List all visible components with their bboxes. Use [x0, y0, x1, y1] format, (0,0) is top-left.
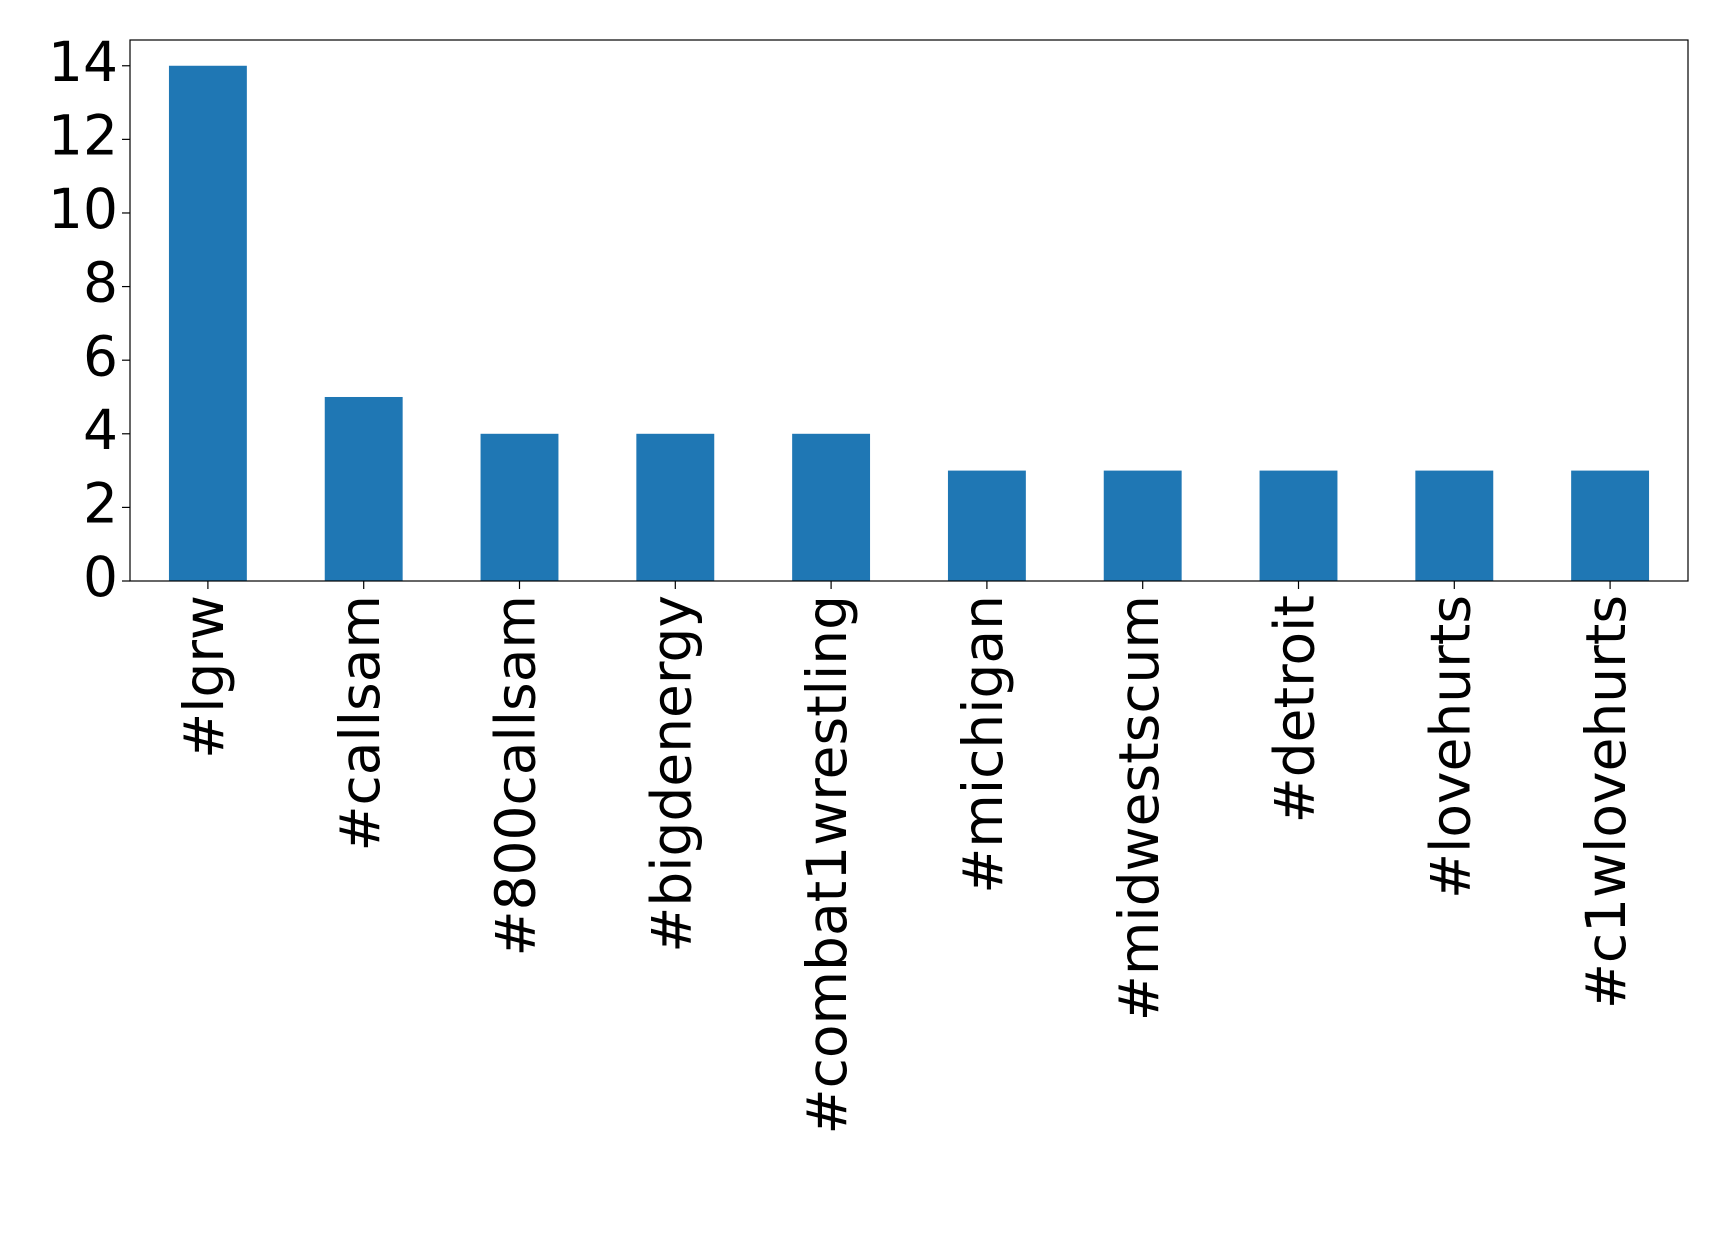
y-tick-label: 4	[83, 398, 118, 462]
bar	[1571, 470, 1650, 581]
bar	[324, 396, 403, 581]
bar	[168, 65, 247, 581]
y-tick-label: 0	[83, 545, 118, 609]
x-tick-label: #lgrw	[172, 595, 236, 759]
bar	[792, 433, 871, 581]
x-tick-label: #detroit	[1263, 595, 1327, 823]
x-tick-label: #800callsam	[484, 595, 548, 957]
bar	[480, 433, 559, 581]
x-tick-label: #c1wlovehurts	[1574, 595, 1638, 1009]
x-tick-label: #callsam	[328, 595, 392, 852]
bar	[1103, 470, 1182, 581]
x-tick-label: #midwestscum	[1107, 595, 1171, 1021]
x-tick-label: #combat1wrestling	[795, 595, 859, 1135]
bar	[636, 433, 715, 581]
y-tick-label: 2	[83, 472, 118, 536]
bar	[1259, 470, 1338, 581]
bar	[947, 470, 1026, 581]
bar	[1415, 470, 1494, 581]
y-tick-label: 10	[48, 177, 118, 241]
plot-frame	[129, 39, 1689, 582]
y-tick-label: 6	[83, 324, 118, 388]
x-tick-label: #bigdenergy	[639, 595, 703, 953]
y-tick-label: 8	[83, 251, 118, 315]
y-tick-label: 14	[48, 30, 118, 94]
x-tick-label: #lovehurts	[1418, 595, 1482, 899]
y-tick-label: 12	[48, 104, 118, 168]
x-tick-label: #michigan	[951, 595, 1015, 894]
